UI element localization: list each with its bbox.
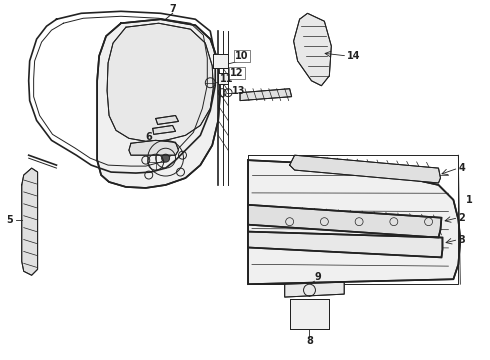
Polygon shape	[129, 140, 178, 155]
Text: 8: 8	[306, 336, 313, 346]
Circle shape	[162, 154, 170, 162]
Text: 2: 2	[458, 213, 465, 223]
Polygon shape	[248, 231, 442, 257]
Polygon shape	[294, 13, 331, 86]
Text: 1: 1	[466, 195, 473, 205]
Text: 9: 9	[314, 272, 321, 282]
Polygon shape	[218, 73, 228, 84]
Polygon shape	[290, 299, 329, 329]
Polygon shape	[213, 54, 228, 68]
Text: 12: 12	[230, 68, 244, 78]
Polygon shape	[290, 155, 441, 183]
Polygon shape	[22, 168, 38, 275]
Polygon shape	[248, 160, 460, 284]
Text: 11: 11	[220, 74, 234, 84]
Text: 5: 5	[6, 215, 13, 225]
Text: 7: 7	[169, 4, 176, 14]
Polygon shape	[153, 125, 175, 134]
Text: 4: 4	[458, 163, 465, 173]
Polygon shape	[107, 23, 213, 141]
Polygon shape	[285, 282, 344, 297]
Text: 14: 14	[347, 51, 361, 61]
Text: 3: 3	[458, 234, 465, 244]
Text: 6: 6	[146, 132, 152, 142]
Polygon shape	[240, 89, 292, 100]
Text: 13: 13	[232, 86, 245, 96]
Text: 10: 10	[235, 51, 248, 61]
Polygon shape	[156, 116, 178, 125]
Polygon shape	[248, 205, 441, 238]
Polygon shape	[97, 19, 220, 188]
